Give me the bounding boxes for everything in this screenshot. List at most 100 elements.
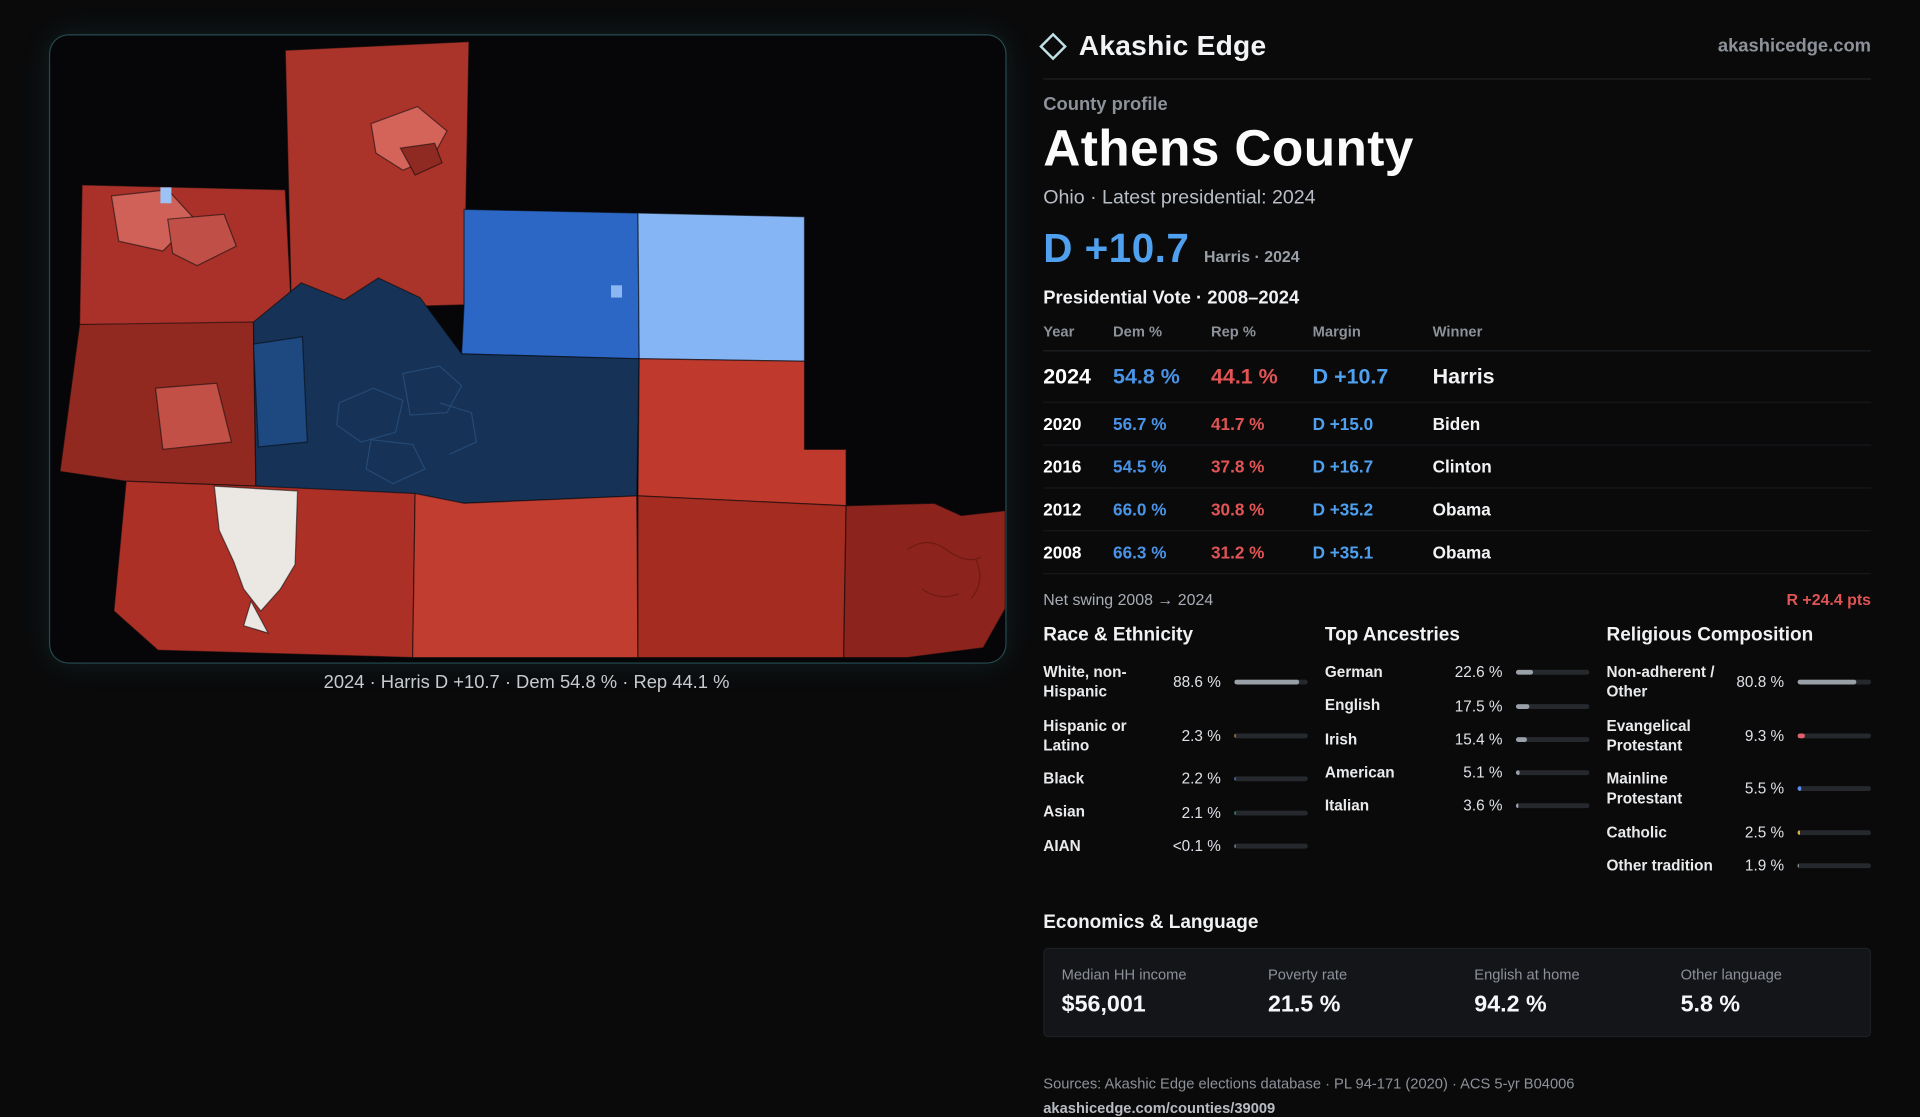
vote-row-2020: 2020 56.7 % 41.7 % D +15.0 Biden [1043, 402, 1872, 446]
county-map[interactable] [50, 35, 1006, 663]
demo-group-race: Race & Ethnicity White, non-Hispanic 88.6 … [1043, 624, 1308, 889]
econ-stat-label: English at home [1474, 966, 1580, 984]
demo-row: Asian 2.1 % [1043, 803, 1308, 823]
demo-group-religion: Religious Composition Non-adherent / Othe… [1606, 624, 1872, 889]
demo-row-value: <0.1 % [1172, 837, 1221, 855]
demo-row-label: Non-adherent / Other [1606, 663, 1715, 701]
vote-table-header-row: Year Dem % Rep % Margin Winner [1043, 316, 1872, 352]
vote-col-margin: Margin [1312, 316, 1433, 352]
page-title: Athens County [1043, 118, 1414, 177]
permalink[interactable]: akashicedge.com/counties/39009 [1043, 1099, 1276, 1117]
econ-stat: Median HH income $56,001 [1044, 963, 1250, 1023]
demo-row-bar [1797, 829, 1872, 835]
demo-row: Black 2.2 % [1043, 769, 1308, 789]
demo-row-label: AIAN [1043, 837, 1081, 855]
demo-row-bar [1515, 670, 1590, 676]
net-swing-row: Net swing 2008 → 2024 R +24.4 pts [1043, 590, 1871, 608]
demo-row: Mainline Protestant 5.5 % [1606, 769, 1872, 809]
econ-stat-label: Other language [1680, 966, 1782, 984]
brand-diamond-icon [1039, 32, 1067, 60]
demo-group-heading: Race & Ethnicity [1043, 624, 1194, 646]
demo-row: English 17.5 % [1324, 696, 1590, 716]
econ-stat: English at home 94.2 % [1457, 963, 1663, 1023]
vote-col-year: Year [1043, 316, 1114, 352]
econ-stat-label: Poverty rate [1267, 966, 1348, 984]
demo-row: Catholic 2.5 % [1606, 822, 1872, 842]
demo-row-bar [1515, 703, 1590, 709]
demo-row-bar [1234, 733, 1308, 739]
county-map-panel[interactable] [48, 34, 1007, 664]
econ-stat-label: Median HH income [1061, 966, 1187, 984]
demo-row-bar [1515, 803, 1590, 809]
demo-row-bar [1797, 786, 1872, 792]
demo-row-label: Mainline Protestant [1606, 770, 1683, 808]
map-caption: 2024 · Harris D +10.7 · Dem 54.8 % · Rep… [323, 672, 730, 694]
brand-name: Akashic Edge [1078, 29, 1267, 62]
demo-row-bar [1234, 776, 1308, 782]
demo-row-label: Black [1043, 770, 1085, 788]
demo-row-value: 5.5 % [1744, 780, 1785, 798]
econ-stat: Other language 5.8 % [1663, 963, 1869, 1023]
demo-row: German 22.6 % [1324, 663, 1590, 683]
county-profile: Akashic Edge akashicedge.com County prof… [1039, 29, 1872, 1117]
vote-row-2024: 2024 54.8 % 44.1 % D +10.7 Harris [1043, 351, 1872, 404]
net-swing-label: Net swing 2008 → 2024 [1043, 590, 1214, 609]
brand-domain-link[interactable]: akashicedge.com [1717, 35, 1872, 57]
demo-row-label: Other tradition [1606, 857, 1713, 875]
header: Akashic Edge akashicedge.com [1039, 29, 1872, 80]
demo-row-bar [1515, 770, 1590, 776]
demo-row-label: Irish [1324, 730, 1358, 748]
vote-col-winner: Winner [1432, 316, 1872, 352]
demo-row-bar [1515, 736, 1590, 742]
demo-row-bar [1234, 680, 1308, 686]
demo-row: Italian 3.6 % [1325, 796, 1590, 816]
demo-row-bar [1797, 863, 1872, 869]
demo-row: AIAN <0.1 % [1043, 836, 1308, 856]
economics-panel: Median HH income $56,001 Poverty rate 21.5 … [1043, 947, 1872, 1038]
economics-heading: Economics & Language [1043, 912, 1259, 934]
demo-row-label: Catholic [1606, 823, 1667, 841]
demo-row-value: 22.6 % [1454, 664, 1503, 682]
demo-row-value: 2.3 % [1181, 727, 1221, 745]
page-subtitle: Ohio · Latest presidential: 2024 [1043, 187, 1316, 209]
demo-row-bar [1234, 810, 1308, 815]
headline-margin-note: Harris · 2024 [1204, 247, 1300, 266]
demo-row-label: Asian [1043, 803, 1085, 821]
demo-row: Evangelical Protestant 9.3 % [1606, 716, 1872, 756]
demo-row-value: 2.2 % [1181, 770, 1221, 788]
demo-row-value: 3.6 % [1463, 797, 1503, 815]
demo-group-heading: Religious Composition [1606, 624, 1814, 646]
vote-col-dem: Dem % [1113, 316, 1212, 352]
demo-row-value: 1.9 % [1744, 857, 1785, 875]
demo-row-label: English [1324, 697, 1381, 715]
demo-row-label: White, non-Hispanic [1043, 663, 1127, 701]
econ-stat: Poverty rate 21.5 % [1251, 963, 1457, 1023]
econ-stat-value: 5.8 % [1680, 992, 1741, 1018]
headline-margin: D +10.7 Harris · 2024 [1043, 226, 1871, 273]
demo-row-bar [1234, 843, 1308, 849]
demo-row-value: 2.5 % [1744, 823, 1785, 841]
demo-row: Non-adherent / Other 80.8 % [1606, 663, 1872, 703]
demo-row-label: American [1324, 764, 1395, 782]
vote-col-rep: Rep % [1211, 316, 1313, 352]
demo-row-value: 15.4 % [1454, 730, 1503, 748]
demo-row-value: 88.6 % [1173, 674, 1221, 692]
demo-row-value: 17.5 % [1454, 697, 1503, 715]
net-swing-value: R +24.4 pts [1786, 590, 1872, 609]
demo-row-value: 5.1 % [1463, 764, 1503, 782]
county-profile-page: 2024 · Harris D +10.7 · Dem 54.8 % · Rep… [48, 29, 1872, 1117]
demo-row-label: German [1324, 663, 1383, 682]
vote-row-2008: 2008 66.3 % 31.2 % D +35.1 Obama [1043, 531, 1872, 575]
sources-line: Sources: Akashic Edge elections database… [1043, 1075, 1575, 1093]
demo-row: Irish 15.4 % [1324, 729, 1590, 749]
vote-table-title: Presidential Vote · 2008–2024 [1043, 287, 1300, 309]
county-profile-kicker: County profile [1043, 94, 1168, 116]
demo-group-heading: Top Ancestries [1324, 624, 1460, 646]
demo-row-bar [1797, 733, 1872, 739]
demo-group-ancestries: Top Ancestries German 22.6 % English 17.5 % I… [1324, 624, 1590, 889]
econ-stat-value: $56,001 [1061, 992, 1146, 1018]
demo-row: Other tradition 1.9 % [1606, 856, 1872, 876]
demo-row-label: Evangelical Protestant [1606, 717, 1691, 755]
demo-row-label: Hispanic or Latino [1043, 717, 1127, 755]
demo-row-bar [1797, 680, 1872, 686]
